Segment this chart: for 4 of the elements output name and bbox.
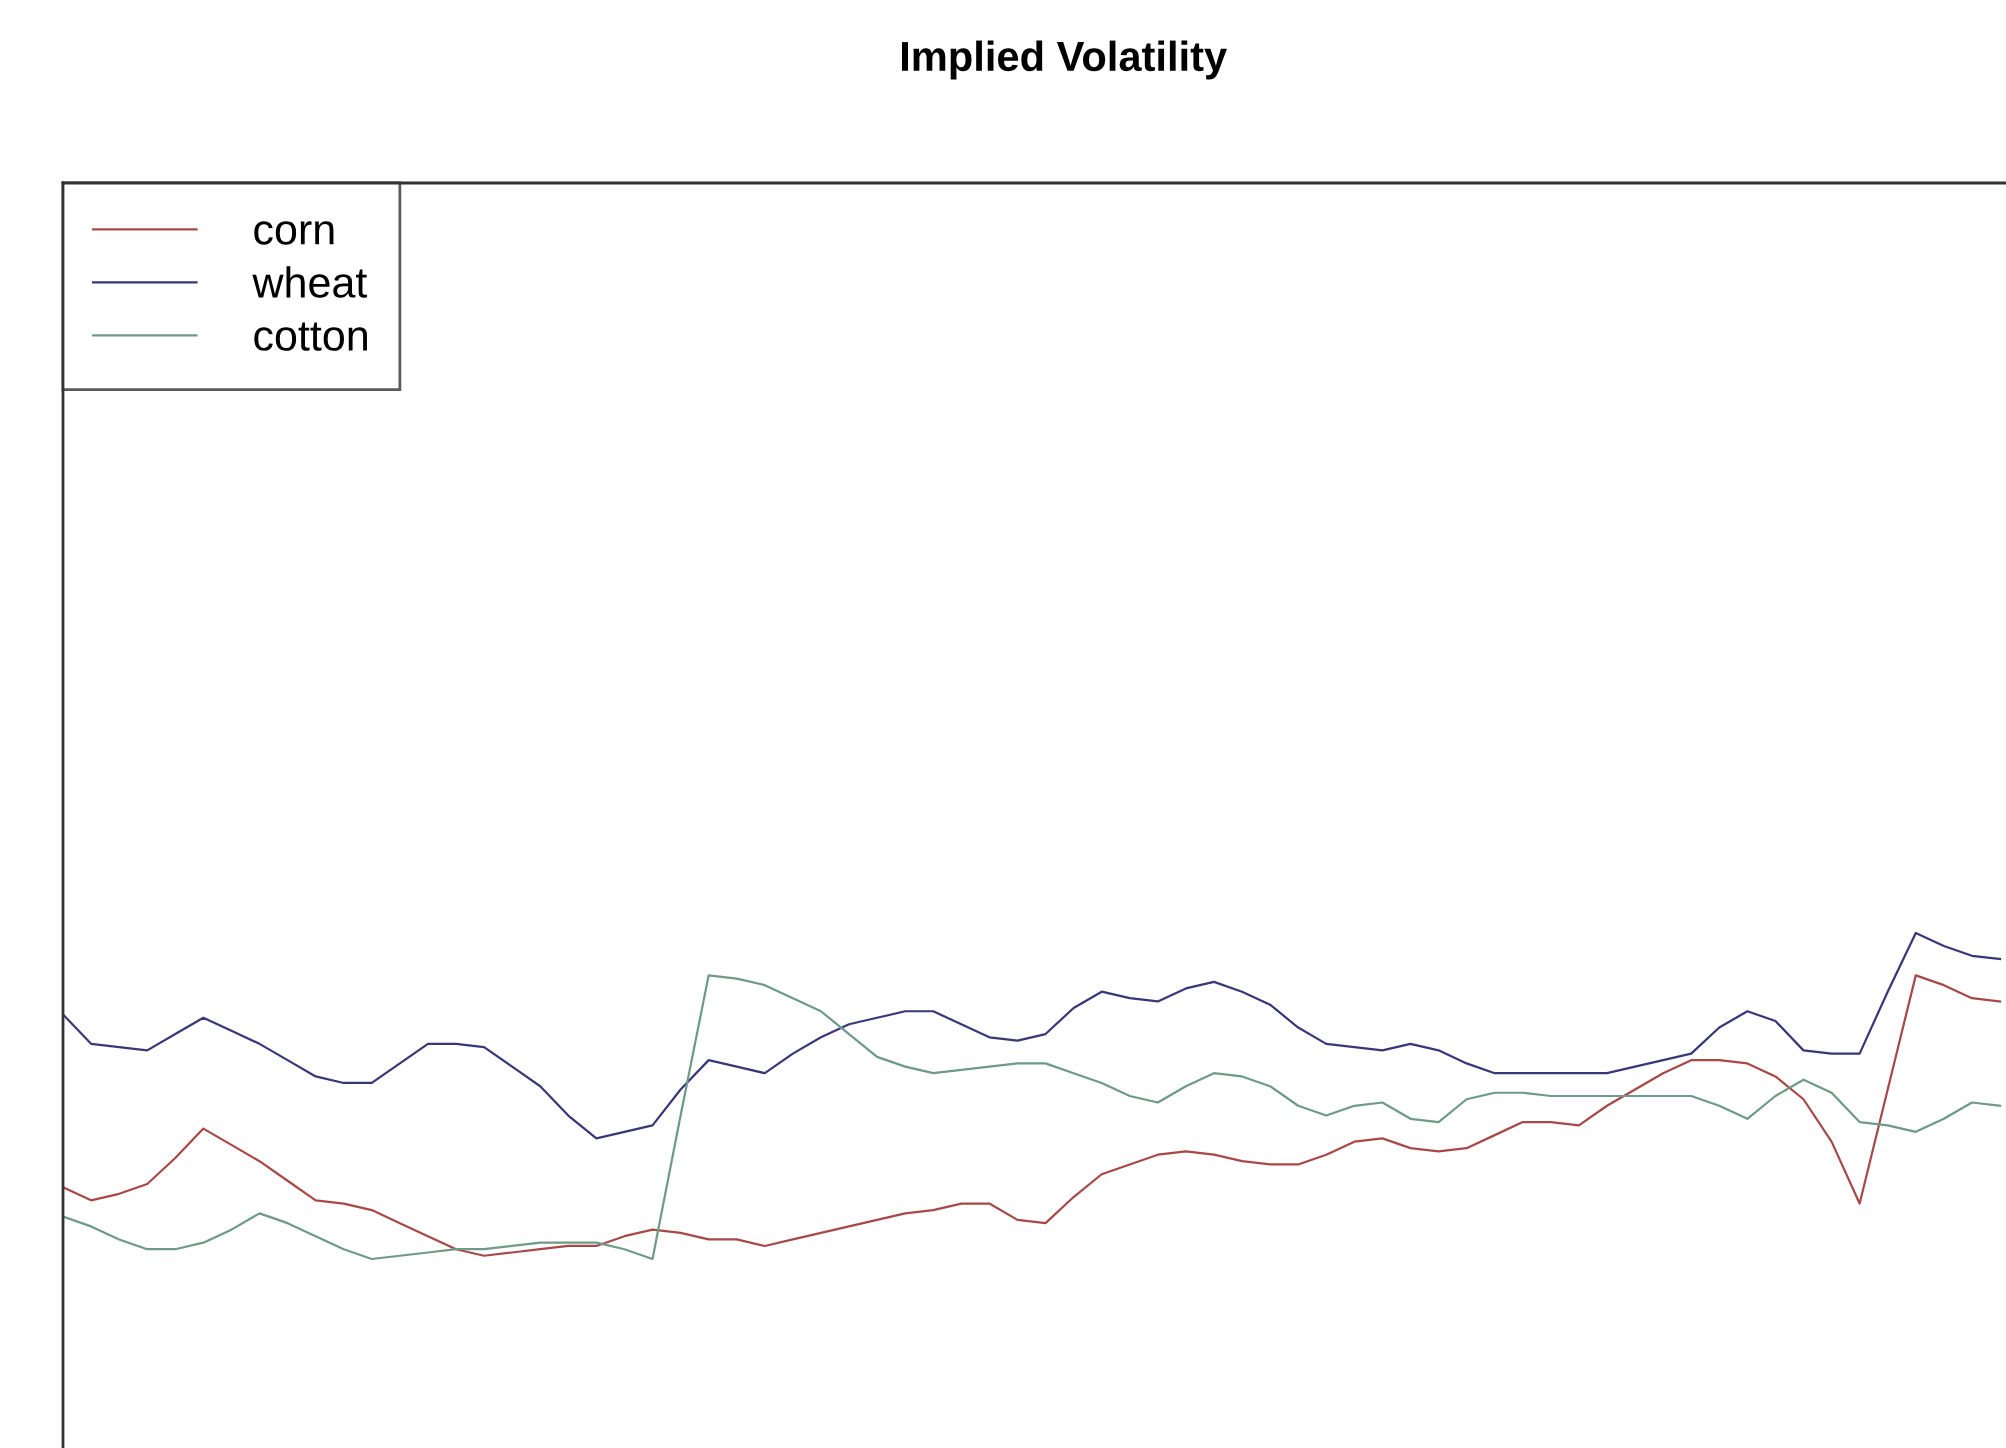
legend-label: cotton [254,322,367,351]
legend-label: corn [254,221,334,245]
legend-label: wheat [252,266,368,298]
chart-title: Implied Volatility [901,40,1227,80]
